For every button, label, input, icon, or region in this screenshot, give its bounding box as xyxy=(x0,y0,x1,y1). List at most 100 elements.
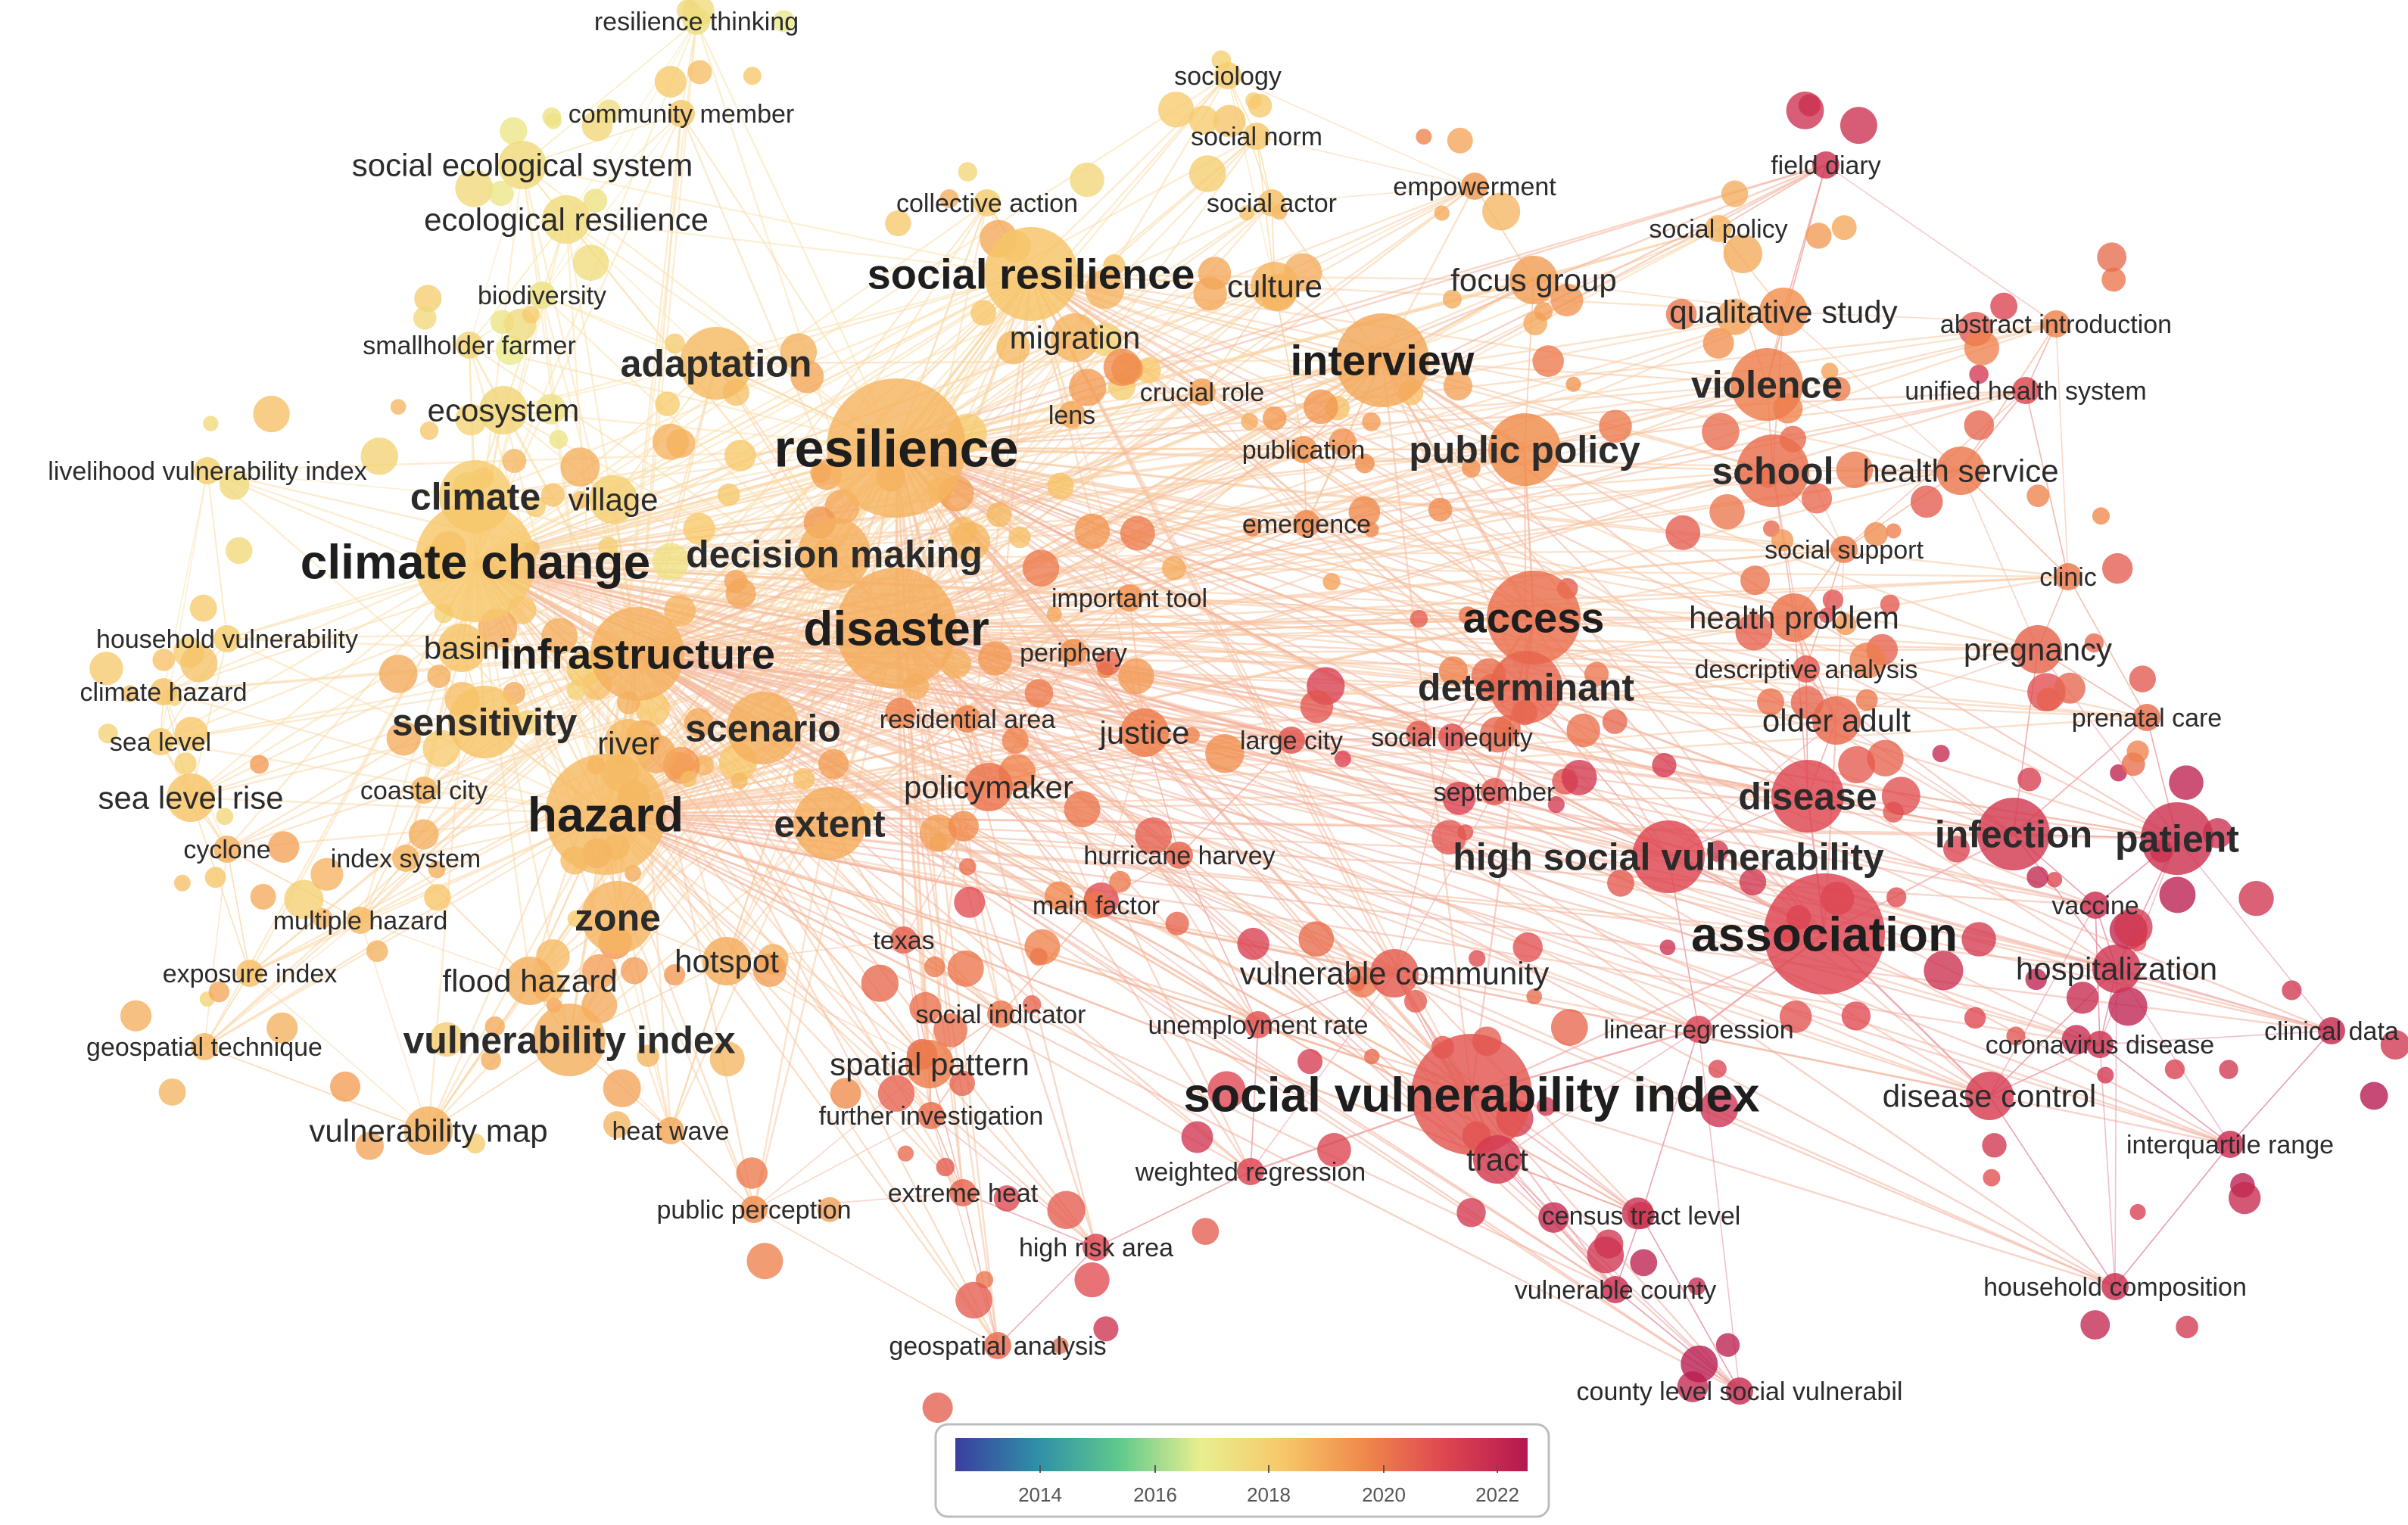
bubble-social-ecological-system[interactable] xyxy=(498,141,547,189)
bubble-flood-hazard[interactable] xyxy=(506,957,554,1005)
bubble-interquartile-range[interactable] xyxy=(2216,1131,2244,1158)
bubble-school[interactable] xyxy=(1737,434,1809,507)
bubble-lens[interactable] xyxy=(1058,401,1086,428)
bubble-main-factor[interactable] xyxy=(1083,892,1110,919)
term-health-service[interactable]: health service xyxy=(1862,453,2058,489)
term-determinant[interactable]: determinant xyxy=(1418,667,1635,709)
bubble-patient[interactable] xyxy=(2141,802,2213,875)
term-high-social-vulnerability[interactable]: high social vulnerability xyxy=(1453,836,1884,879)
bubble-justice[interactable] xyxy=(1120,708,1169,757)
bubble-large-city[interactable] xyxy=(1278,727,1305,754)
term-infrastructure[interactable]: infrastructure xyxy=(500,630,775,678)
bubble-vulnerable-community[interactable] xyxy=(1370,949,1419,997)
term-social-ecological-system[interactable]: social ecological system xyxy=(352,148,693,183)
bubble-hurricane-harvey[interactable] xyxy=(1166,842,1193,869)
term-focus-group[interactable]: focus group xyxy=(1450,263,1616,298)
bubble-unified-health-system[interactable] xyxy=(2012,377,2039,404)
term-vulnerability-index[interactable]: vulnerability index xyxy=(403,1019,735,1062)
bubble-hotspot[interactable] xyxy=(702,937,751,985)
term-public-policy[interactable]: public policy xyxy=(1409,429,1640,472)
bubble-sociology[interactable] xyxy=(1214,62,1241,89)
bubble-qualitative-study[interactable] xyxy=(1759,288,1808,336)
term-zone[interactable]: zone xyxy=(575,897,661,939)
term-coronavirus-disease[interactable]: coronavirus disease xyxy=(1986,1031,2214,1060)
bubble-disaster[interactable] xyxy=(836,568,957,689)
term-disease[interactable]: disease xyxy=(1738,776,1877,818)
term-vulnerability-map[interactable]: vulnerability map xyxy=(309,1113,547,1149)
term-social-support[interactable]: social support xyxy=(1765,536,1924,565)
bubble-emergence[interactable] xyxy=(1293,510,1320,537)
term-social-norm[interactable]: social norm xyxy=(1191,123,1322,151)
term-decision-making[interactable]: decision making xyxy=(686,534,983,576)
bubble-infrastructure[interactable] xyxy=(590,607,684,701)
bubble-county-level-social-vulnerabil[interactable] xyxy=(1726,1377,1753,1405)
term-social-inequity[interactable]: social inequity xyxy=(1371,724,1533,752)
term-association[interactable]: association xyxy=(1691,907,1958,961)
term-community-member[interactable]: community member xyxy=(569,100,795,129)
bubble-ecological-resilience[interactable] xyxy=(542,195,590,244)
bubble-hospitalization[interactable] xyxy=(2092,945,2141,993)
term-main-factor[interactable]: main factor xyxy=(1033,892,1160,920)
term-important-tool[interactable]: important tool xyxy=(1051,584,1207,613)
bubble-disease-control[interactable] xyxy=(1965,1072,2014,1120)
bubble-determinant[interactable] xyxy=(1490,651,1562,724)
term-flood-hazard[interactable]: flood hazard xyxy=(442,963,617,999)
bubble-collective-action[interactable] xyxy=(973,189,1001,216)
term-social-policy[interactable]: social policy xyxy=(1649,215,1787,244)
bubble-older-adult[interactable] xyxy=(1812,696,1861,745)
term-linear-regression[interactable]: linear regression xyxy=(1603,1016,1793,1044)
term-texas[interactable]: texas xyxy=(873,926,934,955)
term-periphery[interactable]: periphery xyxy=(1020,639,1127,668)
term-high-risk-area[interactable]: high risk area xyxy=(1019,1234,1173,1262)
term-geospatial-technique[interactable]: geospatial technique xyxy=(86,1033,322,1062)
term-adaptation[interactable]: adaptation xyxy=(621,343,812,385)
term-patient[interactable]: patient xyxy=(2115,818,2239,861)
term-school[interactable]: school xyxy=(1712,450,1833,493)
term-publication[interactable]: publication xyxy=(1242,436,1366,465)
bubble-culture[interactable] xyxy=(1251,262,1299,310)
term-vulnerable-county[interactable]: vulnerable county xyxy=(1515,1276,1717,1305)
term-scenario[interactable]: scenario xyxy=(685,708,841,750)
term-sensitivity[interactable]: sensitivity xyxy=(392,702,578,744)
bubble-pregnancy[interactable] xyxy=(2014,625,2062,674)
term-tract[interactable]: tract xyxy=(1466,1142,1528,1178)
term-sea-level[interactable]: sea level xyxy=(110,728,211,757)
term-climate[interactable]: climate xyxy=(410,476,540,518)
bubble-social-norm[interactable] xyxy=(1243,123,1270,150)
bubble-extent[interactable] xyxy=(793,787,866,860)
bubble-climate-hazard[interactable] xyxy=(150,678,177,705)
bubble-public-perception[interactable] xyxy=(740,1196,768,1223)
bubble-sensitivity[interactable] xyxy=(448,686,521,758)
bubble-resilience-thinking[interactable] xyxy=(683,8,710,35)
term-weighted-regression[interactable]: weighted regression xyxy=(1135,1158,1366,1187)
bubble-resilience[interactable] xyxy=(827,378,966,518)
term-clinic[interactable]: clinic xyxy=(2039,563,2097,592)
term-field-diary[interactable]: field diary xyxy=(1771,151,1881,180)
term-hotspot[interactable]: hotspot xyxy=(674,944,779,979)
bubble-further-investigation[interactable] xyxy=(917,1102,945,1129)
bubble-high-social-vulnerability[interactable] xyxy=(1632,820,1705,893)
bubble-cyclone[interactable] xyxy=(213,836,241,863)
term-geospatial-analysis[interactable]: geospatial analysis xyxy=(889,1332,1106,1361)
bubble-livelihood-vulnerability-index[interactable] xyxy=(194,457,221,484)
bubble-important-tool[interactable] xyxy=(1116,584,1143,612)
term-residential-area[interactable]: residential area xyxy=(880,705,1056,734)
bubble-residential-area[interactable] xyxy=(954,705,981,733)
term-collective-action[interactable]: collective action xyxy=(896,189,1078,218)
bubble-social-support[interactable] xyxy=(1830,536,1858,563)
bubble-biodiversity[interactable] xyxy=(528,282,556,309)
term-justice[interactable]: justice xyxy=(1098,715,1189,751)
term-disease-control[interactable]: disease control xyxy=(1883,1078,2097,1114)
bubble-social-inequity[interactable] xyxy=(1438,724,1466,751)
bubble-social-resilience[interactable] xyxy=(984,227,1078,321)
bubble-vulnerable-county[interactable] xyxy=(1602,1276,1629,1303)
bubble-clinical-data[interactable] xyxy=(2318,1017,2345,1044)
bubble-coastal-city[interactable] xyxy=(410,777,438,804)
term-sea-level-rise[interactable]: sea level rise xyxy=(98,780,283,816)
bubble-violence[interactable] xyxy=(1730,348,1803,421)
bubble-texas[interactable] xyxy=(890,926,917,954)
bubble-linear-regression[interactable] xyxy=(1685,1016,1712,1043)
bubble-health-problem[interactable] xyxy=(1770,593,1818,642)
term-september[interactable]: september xyxy=(1434,778,1556,807)
term-disaster[interactable]: disaster xyxy=(803,601,989,655)
